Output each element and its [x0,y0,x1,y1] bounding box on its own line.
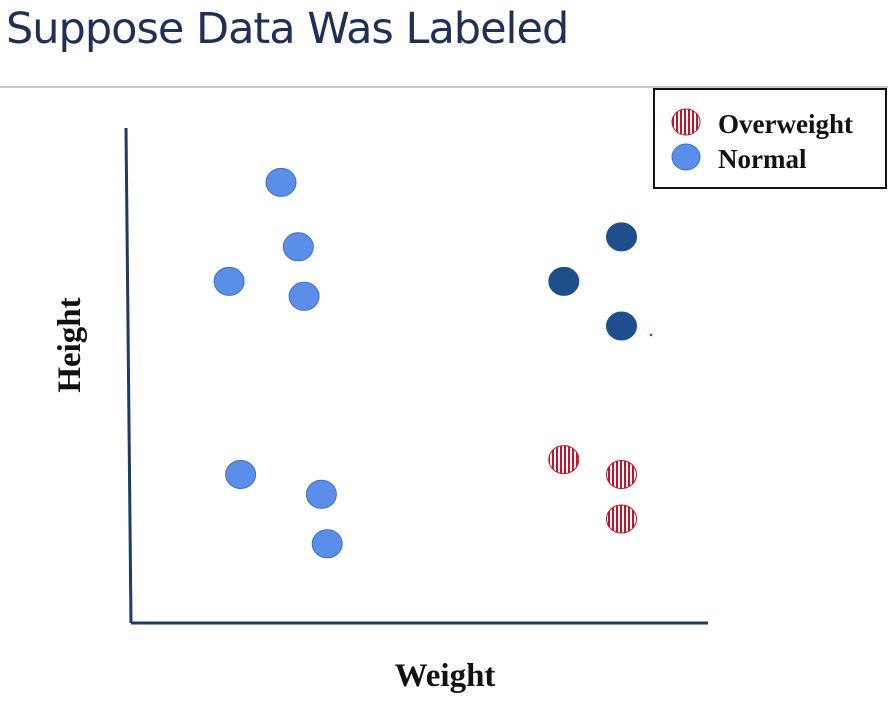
legend-overweight-label: Overweight [718,109,853,139]
legend-normal-label: Normal [718,144,807,174]
y-axis-label: Height [52,297,88,392]
point-normal-3 [213,266,245,296]
point-overweight-1 [548,445,580,475]
stray-mark [649,333,653,337]
point-normal-1 [265,167,297,197]
point-dark-1 [606,222,637,252]
axes [124,127,708,625]
point-normal-5 [225,460,257,489]
point-normal-4 [288,281,320,311]
point-normal-7 [311,529,343,559]
point-dark-2 [548,266,580,296]
y-axis [124,127,133,624]
point-normal-6 [305,479,337,509]
x-axis-label: Weight [395,658,496,694]
point-overweight-3 [606,504,637,534]
slide-title: Suppose Data Was Labeled [6,4,569,54]
legend-overweight-swatch [671,108,701,136]
title-divider [0,86,888,88]
point-dark-3 [606,311,637,341]
point-normal-2 [282,232,314,262]
legend-box [653,88,887,189]
data-points [213,167,637,559]
legend-normal-swatch [671,143,701,171]
legend: Overweight Normal [653,88,887,189]
point-overweight-2 [606,460,637,489]
